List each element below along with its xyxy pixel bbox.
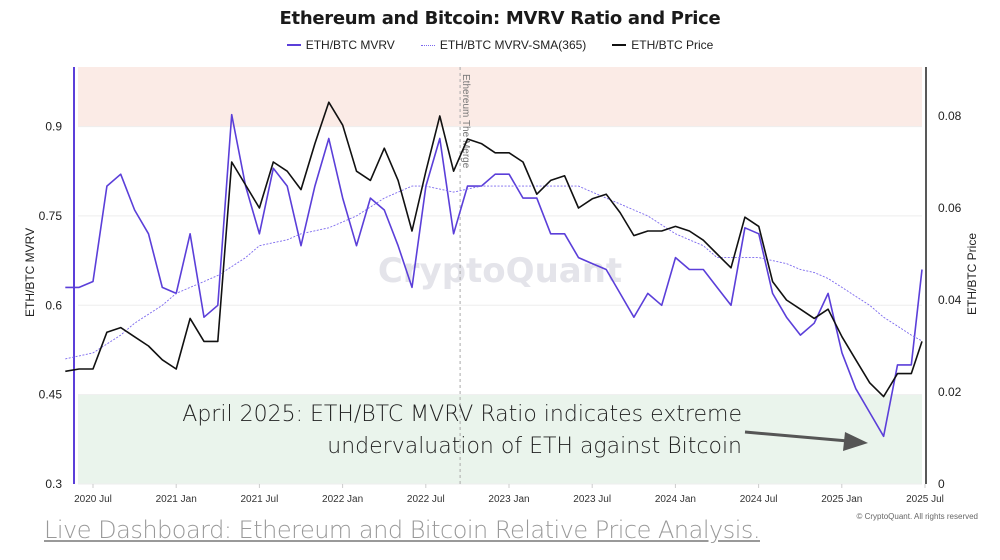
copyright: © CryptoQuant. All rights reserved <box>856 512 979 521</box>
series-line-0 <box>65 113 923 438</box>
band-1 <box>78 394 922 484</box>
y-tick-left: 0.45 <box>39 388 63 402</box>
x-tick: 2022 Jan <box>322 494 363 505</box>
legend-item-price[interactable]: ETH/BTC Price <box>612 38 713 52</box>
x-tick: 2024 Jan <box>655 494 696 505</box>
annotation-line-1: April 2025: ETH/BTC MVRV Ratio indicates… <box>182 402 742 427</box>
legend: ETH/BTC MVRV ETH/BTC MVRV-SMA(365) ETH/B… <box>0 38 1000 52</box>
legend-label: ETH/BTC MVRV <box>305 38 395 52</box>
y-tick-left: 0.9 <box>45 120 62 134</box>
series-line-1 <box>65 185 923 360</box>
x-tick: 2022 Jul <box>407 494 445 505</box>
legend-item-sma[interactable]: ETH/BTC MVRV-SMA(365) <box>420 38 587 52</box>
y-tick-right: 0.02 <box>938 385 962 399</box>
legend-swatch <box>286 44 301 46</box>
y-tick-left: 0.6 <box>45 298 62 312</box>
legend-swatch <box>420 44 435 46</box>
legend-swatch <box>612 44 627 46</box>
y-axis-right-label: ETH/BTC Price <box>965 232 979 315</box>
x-tick: 2024 Jul <box>740 494 778 505</box>
legend-label: ETH/BTC Price <box>631 38 714 52</box>
x-tick: 2023 Jan <box>488 494 529 505</box>
chart-title: Ethereum and Bitcoin: MVRV Ratio and Pri… <box>279 8 721 29</box>
x-tick: 2021 Jul <box>240 494 278 505</box>
annotation-arrow-head <box>843 432 868 451</box>
x-tick: 2023 Jul <box>573 494 611 505</box>
series-line-2 <box>65 101 923 398</box>
y-tick-right: 0.04 <box>938 293 962 307</box>
y-tick-left: 0.75 <box>39 209 63 223</box>
band-0 <box>78 67 922 127</box>
y-tick-right: 0.08 <box>938 109 962 123</box>
y-tick-right: 0.06 <box>938 201 962 215</box>
legend-label: ETH/BTC MVRV-SMA(365) <box>439 38 587 52</box>
x-tick: 2025 Jul <box>906 494 944 505</box>
legend-item-mvrv[interactable]: ETH/BTC MVRV <box>286 38 395 52</box>
x-tick: 2021 Jan <box>156 494 197 505</box>
watermark: CryptoQuant <box>378 251 622 291</box>
y-tick-right: 0 <box>938 477 945 491</box>
annotation-line-2: undervaluation of ETH against Bitcoin <box>327 434 742 459</box>
annotation-arrow-shaft <box>744 430 849 443</box>
merge-event-label: Ethereum The Merge <box>460 74 471 169</box>
y-axis-left-label: ETH/BTC MVRV <box>23 227 37 317</box>
live-dashboard-link[interactable]: Live Dashboard: Ethereum and Bitcoin Rel… <box>44 516 761 544</box>
x-tick: 2025 Jan <box>821 494 862 505</box>
x-tick: 2020 Jul <box>74 494 112 505</box>
y-tick-left: 0.3 <box>45 477 62 491</box>
